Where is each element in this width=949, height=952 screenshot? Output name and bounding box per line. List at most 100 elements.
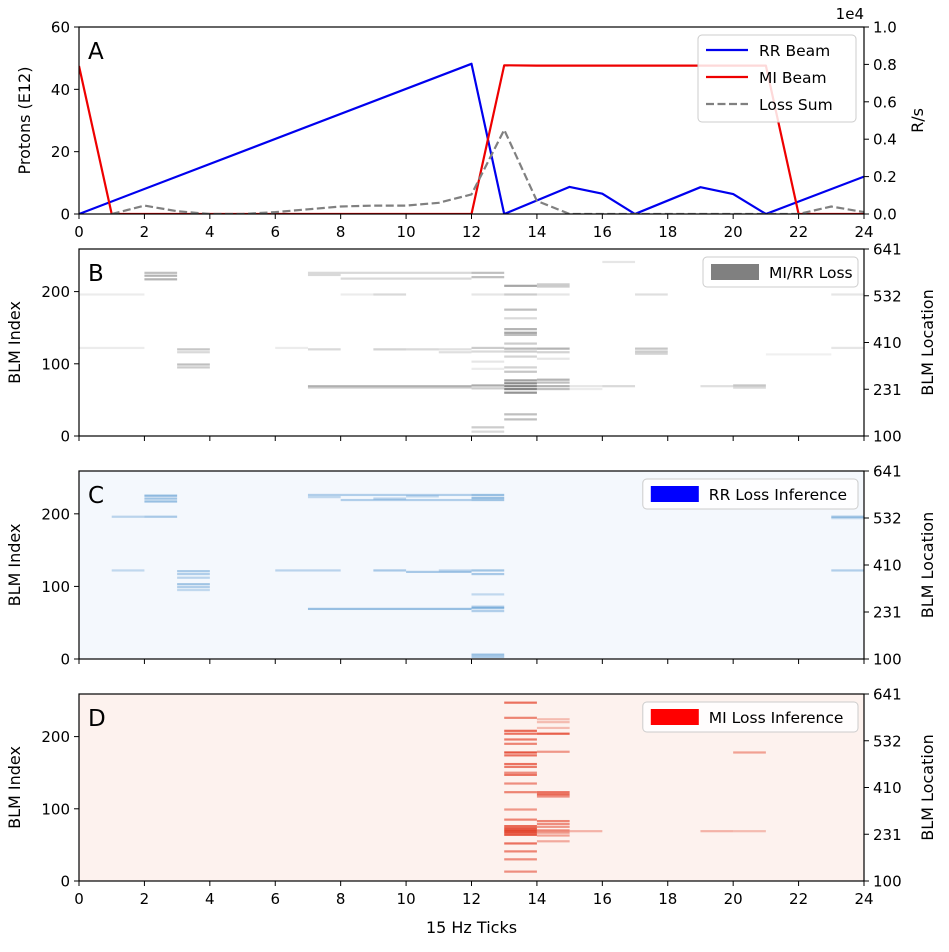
panel-a-frame — [78, 26, 865, 215]
panel-d-ytick-right-label-1: 231 — [873, 826, 902, 844]
panel-b-cell-18 — [438, 351, 472, 354]
panel-a-lines — [79, 62, 864, 214]
panel-d-cell-38 — [536, 834, 570, 837]
series-line-mi-beam — [79, 64, 864, 214]
panel-c-cell-34 — [831, 517, 864, 520]
panel-b-cell-40 — [504, 342, 537, 345]
panel-b-ytick-label-2: 200 — [41, 283, 70, 301]
panel-b-cell-11 — [307, 273, 341, 277]
panel-c-cell-12 — [275, 569, 341, 572]
panel-a-xtick-label-3: 6 — [270, 223, 280, 241]
panel-d-cell-32 — [536, 795, 570, 798]
panel-b-legend-label: MI/RR Loss — [769, 264, 853, 282]
panel-c-cell-24 — [471, 498, 505, 502]
panel-a-xtick-label-1: 2 — [140, 223, 150, 241]
panel-c-cell-4 — [144, 500, 178, 503]
panel-c-ytick-label-1: 100 — [41, 578, 70, 596]
panel-d-xtick-label-12: 24 — [854, 890, 873, 908]
panel-d-cell-37 — [536, 831, 570, 834]
panel-b-cell-1 — [79, 346, 145, 350]
panel-d-xtick-label-9: 18 — [658, 890, 677, 908]
panel-d-xlabel: 15 Hz Ticks — [426, 918, 517, 937]
panel-c-cell-16 — [373, 497, 407, 500]
panel-b-cell-16 — [373, 348, 407, 351]
panel-c-letter: C — [88, 483, 104, 509]
panel-d-cell-25 — [536, 718, 570, 721]
panel-d-cell-14 — [504, 808, 537, 811]
panel-a-ytick-right-label-1: 0.2 — [873, 168, 897, 186]
panel-a-ytick-label-3: 60 — [51, 19, 70, 37]
panel-d-cell-29 — [536, 750, 570, 753]
panel-b-cell-54 — [536, 285, 570, 288]
panel-d-xtick-label-2: 4 — [205, 890, 215, 908]
panel-b-cell-69 — [635, 350, 668, 353]
panel-b-cell-44 — [504, 366, 537, 369]
panel-d-ytick-label-2: 200 — [41, 728, 70, 746]
panel-b-cell-46 — [504, 379, 537, 382]
panel-a-legend-box — [697, 34, 857, 123]
panel-b-cell-41 — [504, 347, 537, 350]
panel-d-cell-40 — [569, 830, 603, 833]
panel-a-xtick-label-12: 24 — [854, 223, 873, 241]
panel-c-cell-5 — [144, 515, 178, 518]
panel-b-cells — [79, 260, 864, 433]
panel-c-cell-7 — [177, 572, 210, 576]
panel-a-xtick-label-11: 22 — [789, 223, 808, 241]
panel-b-cell-19 — [438, 348, 472, 351]
panel-c-cell-26 — [471, 572, 505, 576]
panel-d-cell-27 — [536, 726, 570, 730]
panel-d-cell-15 — [504, 818, 537, 821]
panel-b-legend-swatch — [711, 264, 759, 280]
panel-b-cell-75 — [831, 293, 864, 296]
panel-b-ylabel-right: BLM Location — [918, 289, 937, 395]
panel-c-cell-9 — [177, 583, 210, 586]
panel-d-cell-20 — [504, 833, 537, 836]
panel-b-cell-43 — [504, 355, 537, 358]
panel-b-ytick-right-label-2: 410 — [873, 334, 902, 352]
panel-c-cell-30 — [471, 609, 505, 613]
panel-b-cell-25 — [471, 346, 505, 350]
panel-a-xtick-label-7: 14 — [527, 223, 546, 241]
panel-b-cell-68 — [635, 347, 668, 350]
panel-d-cell-18 — [504, 829, 537, 832]
panel-b-cell-28 — [471, 367, 505, 370]
panel-d-xtick-label-11: 22 — [789, 890, 808, 908]
panel-b-cell-63 — [569, 385, 603, 388]
panel-c-cell-21 — [307, 607, 472, 611]
panel-b-cell-12 — [340, 277, 472, 280]
panel-c-cell-15 — [340, 498, 472, 502]
panel-a-ytick-right-label-3: 0.6 — [873, 93, 897, 111]
panel-b-cell-38 — [504, 331, 537, 334]
panel-b-cell-10 — [307, 271, 472, 274]
panel-d-xtick-label-1: 2 — [140, 890, 150, 908]
panel-a-ytick-label-0: 0 — [60, 206, 70, 224]
panel-d-ylabel-right: BLM Location — [918, 734, 937, 840]
panel-b-cell-14 — [373, 293, 407, 296]
panel-b-ylabel: BLM Index — [5, 301, 24, 384]
panel-b-cell-13 — [340, 293, 374, 296]
panel-b-cell-3 — [144, 274, 178, 277]
panel-c-ytick-label-0: 0 — [60, 651, 70, 669]
panel-b-ytick-right-label-1: 231 — [873, 381, 902, 399]
panel-c-frame — [78, 470, 865, 660]
panel-b-cell-33 — [504, 284, 537, 287]
panel-b-cell-70 — [635, 352, 668, 355]
panel-b-cell-62 — [536, 387, 570, 391]
panel-d-ytick-right-label-0: 100 — [873, 873, 902, 891]
panel-b-cell-24 — [471, 293, 505, 296]
panel-b-cell-57 — [536, 351, 570, 354]
panel-b-cell-74 — [765, 353, 832, 356]
panel-b-cell-67 — [635, 293, 668, 296]
panel-b-cell-30 — [471, 387, 505, 390]
panel-c-cell-18 — [373, 569, 407, 572]
panel-d-cell-41 — [700, 830, 734, 833]
panel-c-ylabel-right: BLM Location — [918, 512, 937, 618]
panel-d-xtick-label-4: 8 — [336, 890, 346, 908]
panel-c-cell-28 — [471, 605, 505, 608]
panel-c-cells — [111, 493, 864, 658]
panel-c-ytick-right-label-2: 410 — [873, 557, 902, 575]
panel-c-ytick-right-label-4: 641 — [873, 463, 902, 481]
panel-d-cell-3 — [504, 732, 537, 735]
panel-b-cell-15 — [307, 348, 341, 351]
panel-b-ytick-label-0: 0 — [60, 428, 70, 446]
